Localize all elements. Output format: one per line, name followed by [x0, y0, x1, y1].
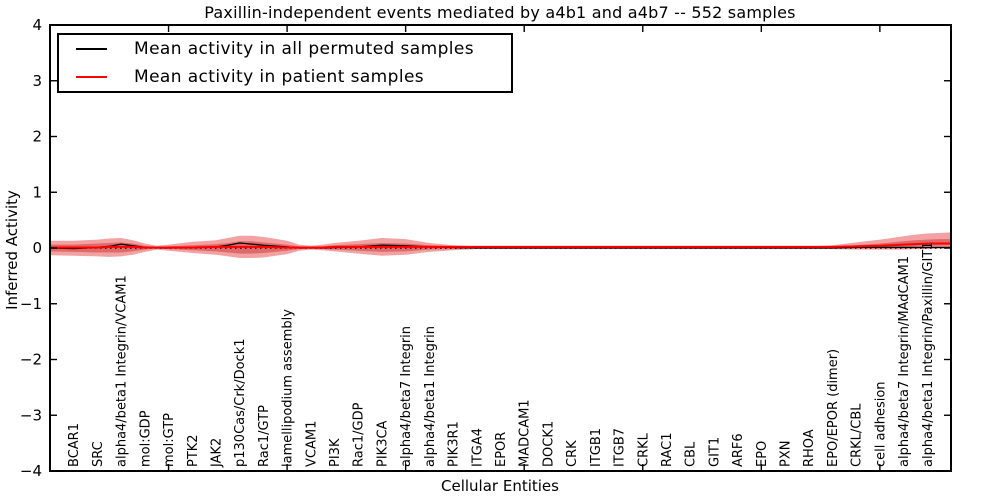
plot-frame — [49, 24, 952, 472]
y-tick-label: 2 — [32, 128, 42, 146]
category-label: PIK3R1 — [447, 421, 462, 467]
category-label: EPOR — [494, 432, 509, 467]
y-axis-label: Inferred Activity — [3, 190, 21, 310]
x-axis-label: Cellular Entities — [441, 477, 559, 495]
patient-mean-line — [50, 242, 951, 249]
y-tick-label: 0 — [32, 239, 42, 257]
category-label: EPO/EPOR (dimer) — [826, 349, 841, 467]
category-label: SRC — [91, 441, 106, 467]
band-inner — [50, 239, 951, 254]
y-tick-label: −2 — [20, 351, 42, 369]
legend-item-permuted: Mean activity in all permuted samples — [59, 36, 511, 62]
category-label: ITGB7 — [613, 428, 628, 467]
category-label: ARF6 — [731, 433, 746, 467]
category-label: EPO — [755, 441, 770, 467]
category-label: lamellipodium assembly — [281, 309, 296, 467]
category-label: ITGA4 — [470, 428, 485, 467]
category-label: DOCK1 — [541, 421, 556, 467]
category-label: p130Cas/Crk/Dock1 — [233, 338, 248, 467]
y-tick-label: 3 — [32, 72, 42, 90]
category-label: mol:GDP — [138, 410, 153, 467]
category-label: mol:GTP — [162, 413, 177, 467]
y-tick-label: −1 — [20, 295, 42, 313]
y-tick-label: 4 — [32, 16, 42, 34]
category-label: alpha4/beta7 Integrin/MAdCAM1 — [897, 256, 912, 467]
legend-label: Mean activity in all permuted samples — [134, 39, 475, 59]
category-label: alpha4/beta7 Integrin — [399, 326, 414, 467]
category-label: PTK2 — [186, 434, 201, 467]
category-label: CRKL — [636, 432, 651, 467]
legend-line-black — [76, 48, 107, 50]
category-label: CRK — [565, 440, 580, 467]
category-label: PXN — [779, 441, 794, 467]
category-label: alpha4/beta1 Integrin/Paxillin/GIT1 — [921, 241, 936, 467]
category-label: RHOA — [802, 429, 817, 467]
category-label: ITGB1 — [589, 428, 604, 467]
category-label: cell adhesion — [873, 381, 888, 467]
category-label: RAC1 — [660, 432, 675, 467]
legend-line-red — [76, 76, 107, 78]
legend-item-patient: Mean activity in patient samples — [59, 64, 511, 90]
category-label: JAK2 — [209, 438, 224, 468]
y-tick-label: 1 — [32, 183, 42, 201]
band-outer — [50, 232, 951, 259]
category-label: CBL — [684, 441, 699, 467]
category-label: MADCAM1 — [518, 399, 533, 467]
category-label: alpha4/beta1 Integrin — [423, 326, 438, 467]
category-label: PI3K — [328, 438, 343, 467]
category-label: PIK3CA — [375, 420, 390, 467]
category-label: Rac1/GDP — [352, 402, 367, 467]
legend-label: Mean activity in patient samples — [134, 67, 425, 87]
y-tick-label: −4 — [20, 462, 42, 480]
chart-title: Paxillin-independent events mediated by … — [204, 3, 796, 22]
y-tick-label: −3 — [20, 406, 42, 424]
category-label: CRKL/CBL — [850, 403, 865, 467]
category-label: VCAM1 — [304, 421, 319, 467]
legend: Mean activity in all permuted samples Me… — [57, 33, 513, 93]
category-label: alpha4/beta1 Integrin/VCAM1 — [115, 275, 130, 467]
category-label: Rac1/GTP — [257, 405, 272, 467]
category-label: BCAR1 — [67, 423, 82, 467]
category-label: GIT1 — [707, 437, 722, 467]
